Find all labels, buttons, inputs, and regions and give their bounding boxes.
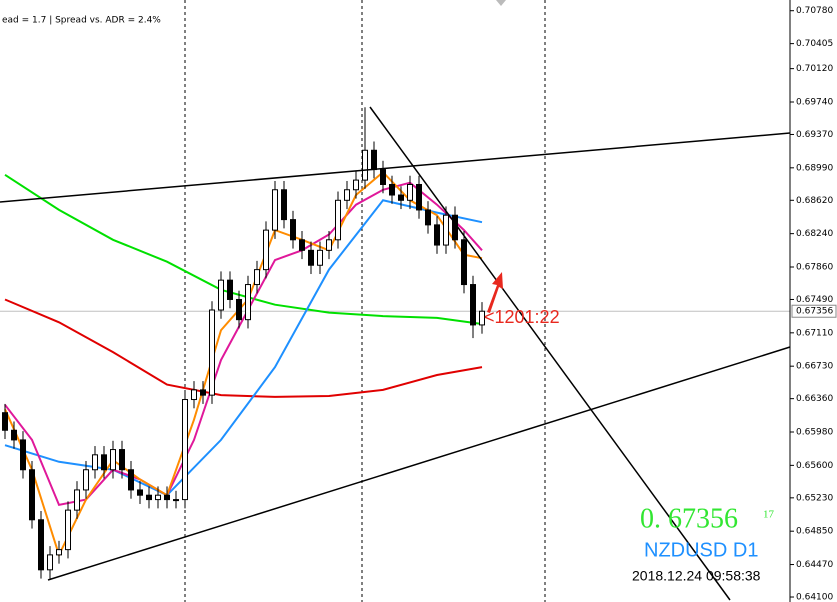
- trend-lines: [0, 106, 791, 601]
- candle-body: [308, 249, 315, 266]
- candle-body: [371, 149, 378, 171]
- y-tick-label: 0.70405: [796, 39, 833, 49]
- candle-body: [110, 449, 117, 471]
- y-tick-label: 0.68240: [796, 229, 833, 239]
- candle-body: [182, 399, 189, 501]
- y-tick-label: 0.64470: [796, 560, 833, 570]
- candle-body: [146, 494, 153, 501]
- candle-body: [74, 489, 81, 511]
- timer-label: <1201:22: [484, 307, 560, 327]
- candle-body: [389, 183, 396, 196]
- period-separators: [184, 0, 546, 602]
- candle-body: [416, 183, 423, 211]
- candle-body: [11, 429, 18, 441]
- candle-body: [461, 239, 468, 286]
- candle-body: [344, 189, 351, 201]
- candle-body: [155, 494, 162, 501]
- price-display: 0. 67356: [640, 503, 738, 534]
- y-tick-label: 0.66360: [796, 394, 833, 404]
- candle-body: [38, 519, 45, 571]
- candle-body: [470, 284, 477, 326]
- trend-line: [47, 346, 791, 581]
- y-tick-label: 0.67490: [796, 295, 833, 305]
- candle-body: [317, 249, 324, 266]
- candle-body: [200, 389, 207, 396]
- candle-body: [119, 449, 126, 471]
- candle-body: [398, 194, 405, 201]
- candle-body: [263, 229, 270, 271]
- symbol-label: NZDUSD D1: [644, 539, 758, 561]
- candle-body: [452, 214, 459, 241]
- y-tick-label: 0.65600: [796, 461, 833, 471]
- y-tick-label: 0.65230: [796, 493, 833, 503]
- y-tick-label: 0.67110: [796, 328, 833, 338]
- candle-body: [380, 169, 387, 185]
- candle-body: [20, 439, 27, 471]
- scroll-marker: [496, 0, 506, 6]
- candle-body: [2, 412, 9, 431]
- candle-body: [290, 219, 297, 241]
- candle-body: [164, 494, 171, 501]
- candle-body: [47, 554, 54, 571]
- candle-body: [173, 499, 180, 502]
- candle-body: [245, 284, 252, 321]
- candle-body: [56, 549, 63, 556]
- candle-body: [29, 469, 36, 521]
- trend-line: [369, 106, 731, 601]
- candle-body: [191, 389, 198, 401]
- y-tick-label: 0.70120: [796, 64, 833, 74]
- moving-average: [4, 298, 483, 398]
- info-text: ead = 1.7 | Spread vs. ADR = 2.4%: [2, 16, 161, 26]
- candle-body: [128, 469, 135, 491]
- candle-body: [218, 279, 225, 311]
- candle-body: [362, 149, 369, 181]
- current-price-label: 0.67356: [796, 307, 833, 317]
- y-tick-label: 0.70780: [796, 6, 833, 16]
- candle-body: [326, 239, 333, 251]
- candle-body: [83, 469, 90, 491]
- candle-body: [407, 183, 414, 201]
- trend-line: [0, 132, 791, 203]
- candle-body: [299, 239, 306, 251]
- candle-body: [353, 179, 360, 191]
- candle-body: [209, 309, 216, 396]
- candle-body: [254, 269, 261, 286]
- y-tick-label: 0.64100: [796, 593, 833, 602]
- plot: [0, 107, 790, 579]
- candle-body: [479, 310, 486, 326]
- candle-body: [92, 454, 99, 471]
- y-tick-label: 0.69740: [796, 97, 833, 107]
- price-axis-labels: 0.70780 0.70405 0.70120 0.69740 0.69370 0.689…: [790, 6, 837, 602]
- candle-body: [443, 214, 450, 246]
- candle-body: [281, 189, 288, 221]
- candle-body: [65, 509, 72, 551]
- candle-body: [101, 454, 108, 471]
- y-tick-label: 0.66730: [796, 362, 833, 372]
- y-tick-label: 0.69370: [796, 130, 833, 140]
- candle-body: [434, 224, 441, 246]
- y-tick-label: 0.68620: [796, 196, 833, 206]
- price-superscript: 17: [763, 509, 775, 521]
- candle-body: [335, 199, 342, 241]
- y-tick-label: 0.68990: [796, 163, 833, 173]
- arrow: [487, 272, 503, 313]
- y-tick-label: 0.64850: [796, 527, 833, 537]
- candle-body: [137, 489, 144, 496]
- candle-body: [236, 298, 243, 321]
- y-tick-label: 0.67860: [796, 262, 833, 272]
- candle-body: [425, 209, 432, 226]
- timestamp: 2018.12.24 09:58:38: [632, 568, 761, 584]
- current-price-box: [791, 304, 837, 318]
- candle-body: [227, 279, 234, 300]
- y-tick-label: 0.65980: [796, 428, 833, 438]
- candle-body: [272, 189, 279, 231]
